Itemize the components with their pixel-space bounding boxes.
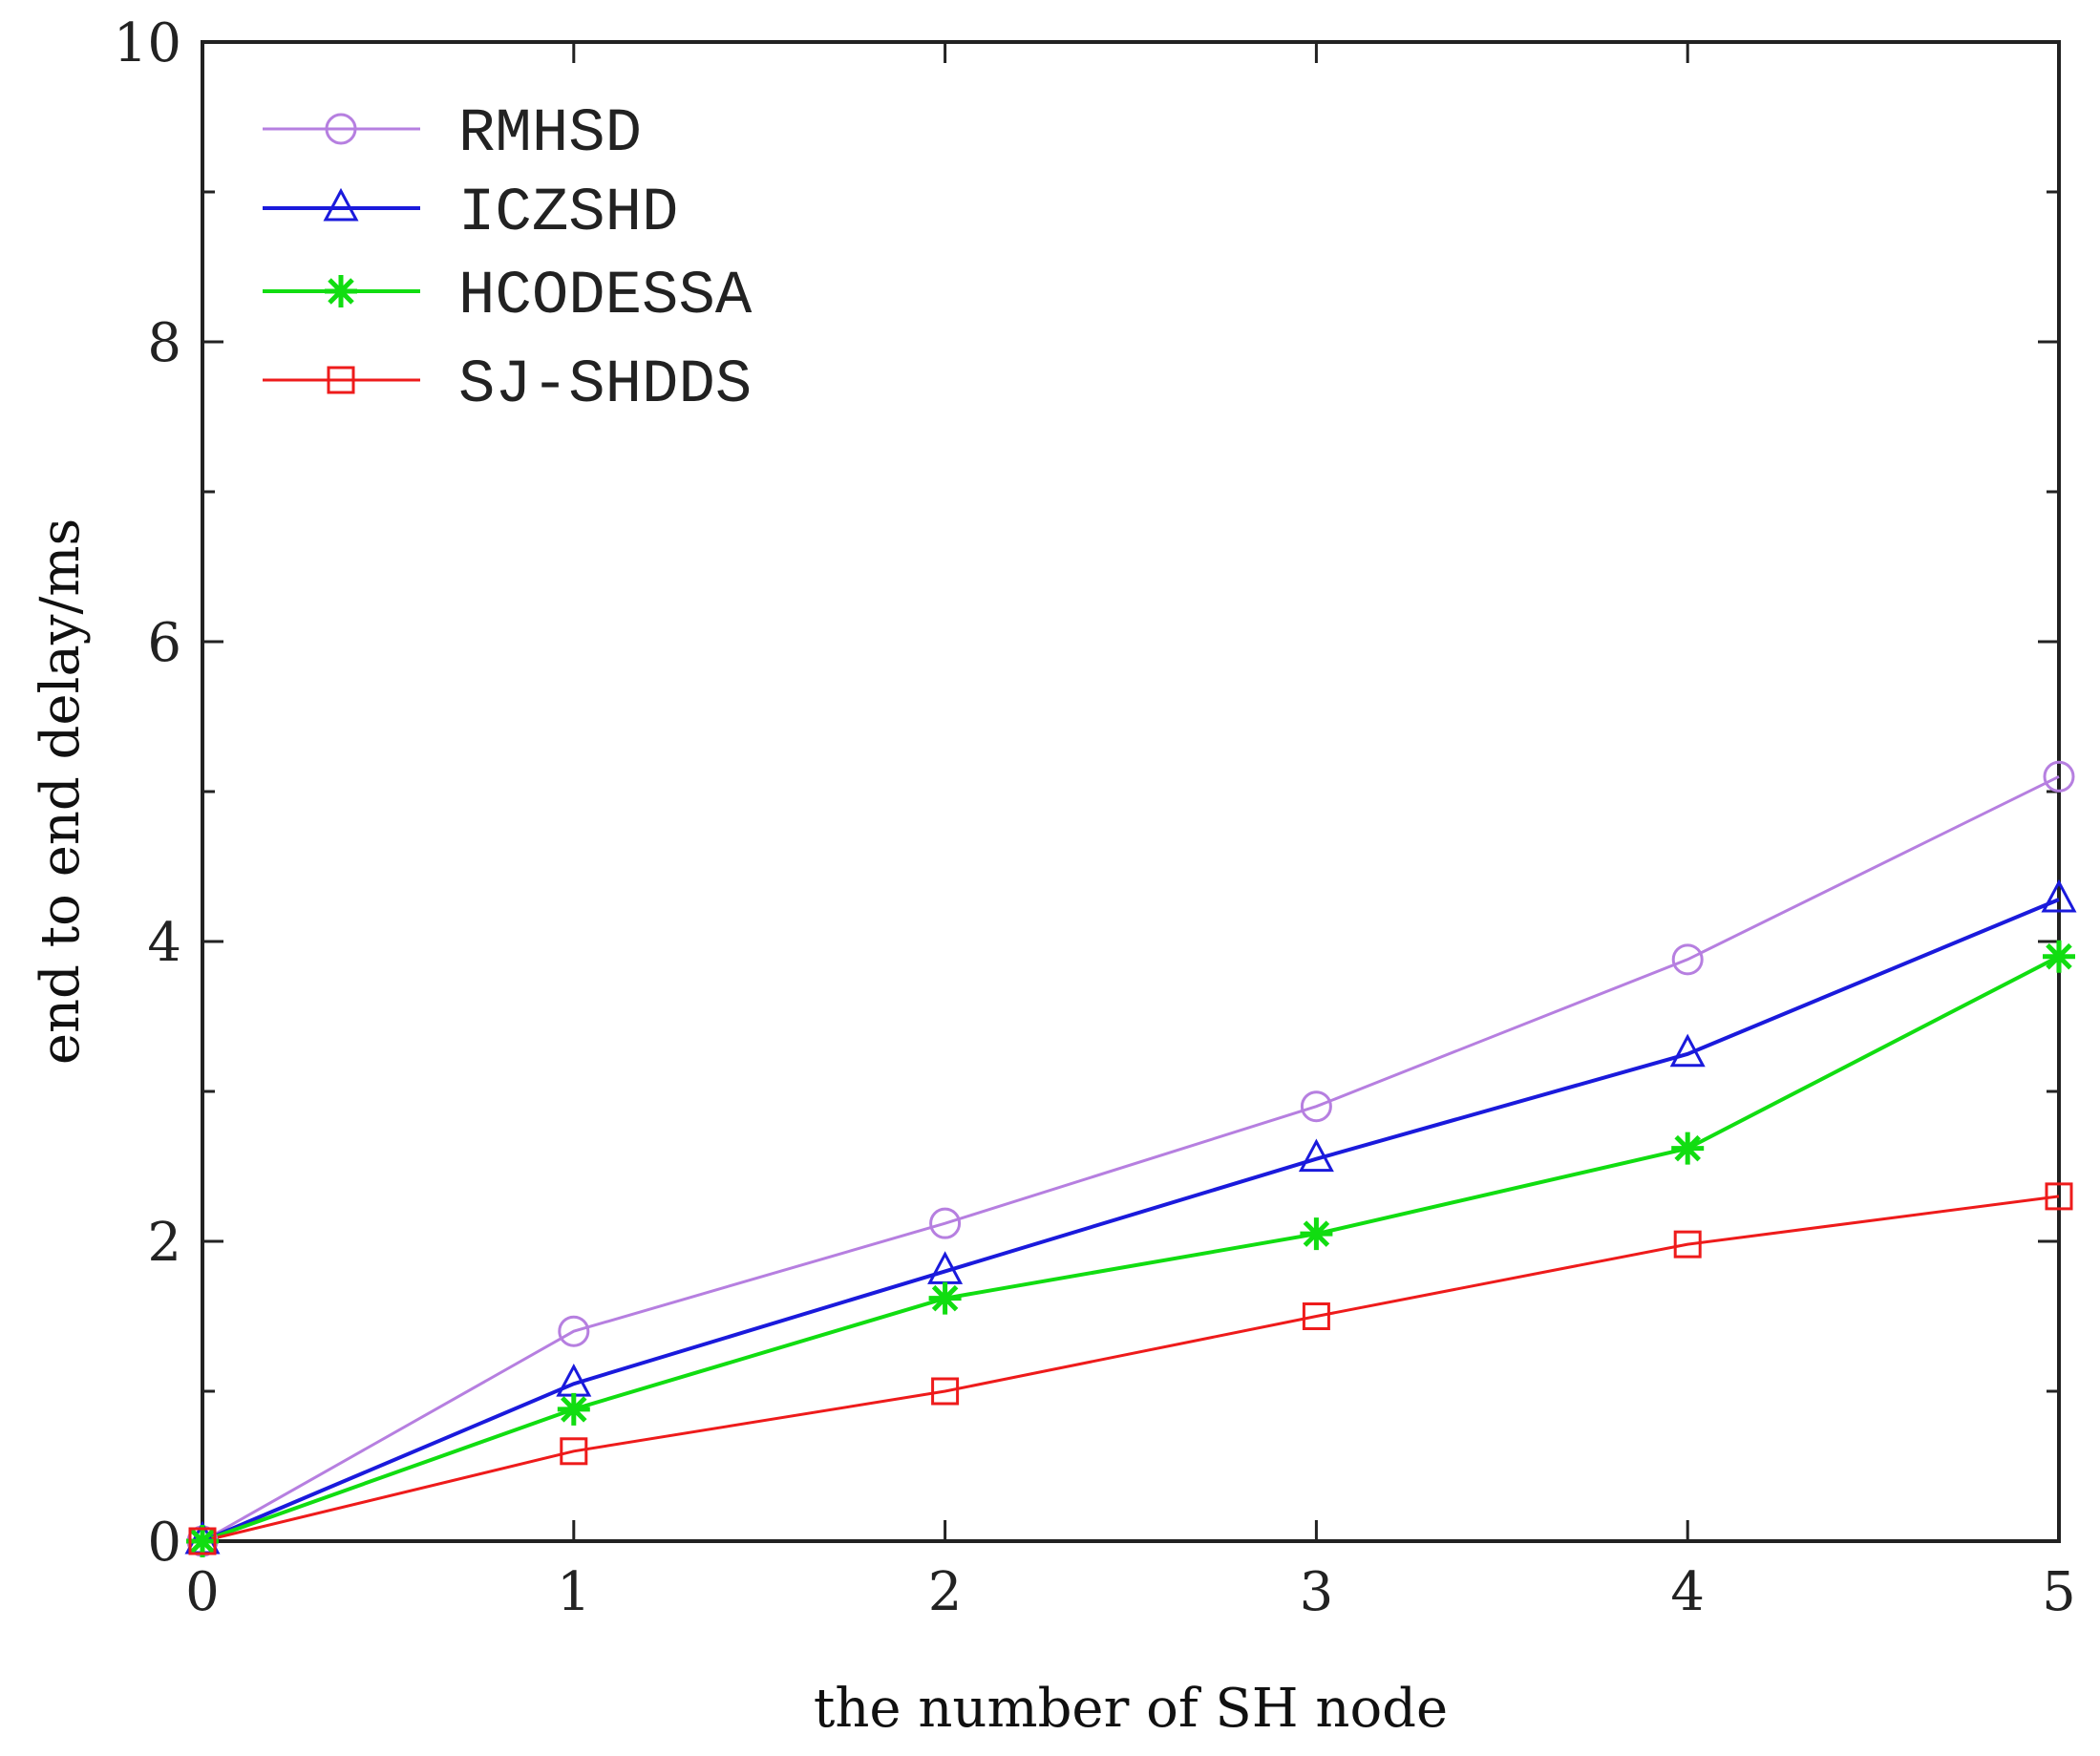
series-markers xyxy=(184,760,2077,1557)
series-lines xyxy=(202,774,2060,1543)
y-tick-label: 10 xyxy=(114,12,181,74)
data-point-hcodessa xyxy=(2043,940,2075,973)
legend-marker-hcodessa xyxy=(325,275,357,307)
x-tick-label: 3 xyxy=(1300,1561,1334,1623)
data-point-rmhsd xyxy=(2043,760,2075,793)
data-point-iczshd xyxy=(1298,1138,1334,1173)
legend-label-hcodessa: HCODESSA xyxy=(458,263,753,331)
data-point-hcodessa xyxy=(557,1392,590,1426)
x-tick-label: 5 xyxy=(2042,1561,2076,1623)
axis-tick-labels: 0 1 2 3 4 5 0 2 4 6 8 10 xyxy=(114,12,2076,1623)
x-tick-label: 4 xyxy=(1670,1561,1705,1623)
y-tick-label: 8 xyxy=(147,312,181,374)
legend: RMHSD ICZSHD HCODESSA SJ-SHDDS xyxy=(263,100,753,420)
data-point-iczshd xyxy=(2041,878,2077,913)
series-line-iczshd xyxy=(202,898,2060,1543)
legend-label-rmhsd: RMHSD xyxy=(458,100,642,169)
data-point-sj-shdds xyxy=(1302,1302,1330,1330)
data-point-sj-shdds xyxy=(188,1527,217,1555)
data-point-hcodessa xyxy=(928,1281,962,1315)
data-point-rmhsd xyxy=(1671,943,1704,976)
data-point-hcodessa xyxy=(1300,1217,1333,1251)
x-tick-label: 2 xyxy=(928,1561,963,1623)
y-tick-label: 2 xyxy=(147,1212,181,1274)
legend-marker-iczshd xyxy=(323,187,359,222)
data-point-sj-shdds xyxy=(1673,1230,1702,1259)
data-point-sj-shdds xyxy=(2045,1182,2073,1211)
data-point-sj-shdds xyxy=(931,1377,960,1406)
series-line-hcodessa xyxy=(202,954,2060,1543)
legend-marker-sj-shdds xyxy=(327,366,355,394)
data-point-hcodessa xyxy=(186,1525,219,1557)
x-tick-label: 1 xyxy=(557,1561,591,1623)
data-point-iczshd xyxy=(1669,1033,1706,1068)
data-point-hcodessa xyxy=(1671,1132,1705,1165)
series-line-rmhsd xyxy=(202,774,2060,1543)
data-point-rmhsd xyxy=(929,1207,962,1239)
y-tick-label: 6 xyxy=(147,612,181,674)
legend-label-sj-shdds: SJ-SHDDS xyxy=(458,351,752,420)
y-tick-label: 4 xyxy=(147,912,181,974)
legend-marker-rmhsd xyxy=(325,113,357,145)
series-line-sj-shdds xyxy=(202,1195,2060,1543)
data-point-sj-shdds xyxy=(560,1437,588,1466)
data-point-rmhsd xyxy=(1300,1090,1332,1123)
x-tick-label: 0 xyxy=(185,1561,220,1623)
y-tick-label: 0 xyxy=(147,1512,181,1574)
x-axis-title: the number of SH node xyxy=(814,1678,1448,1740)
data-point-rmhsd xyxy=(558,1315,590,1347)
y-axis-title: end to end delay/ms xyxy=(30,518,92,1065)
legend-label-iczshd: ICZSHD xyxy=(458,180,678,248)
